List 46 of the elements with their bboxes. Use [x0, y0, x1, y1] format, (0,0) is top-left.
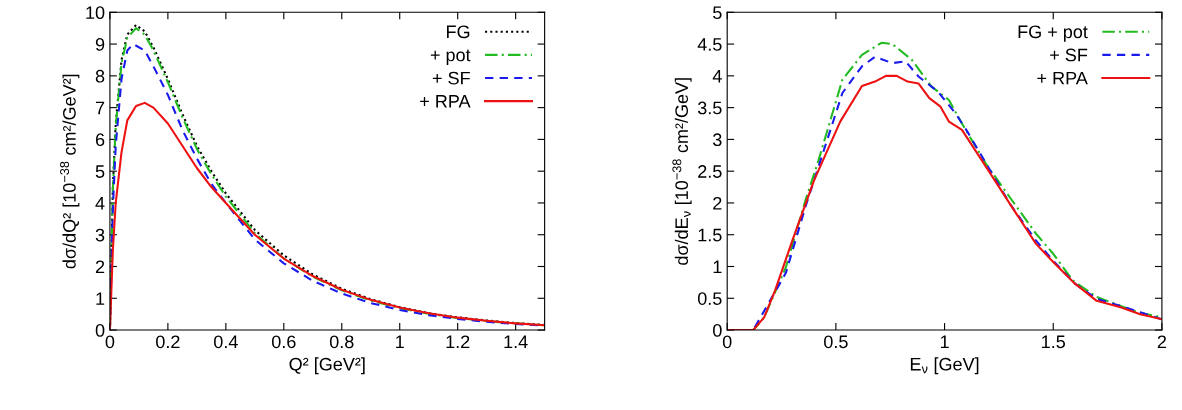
x-tick-label: 2	[1157, 335, 1167, 348]
y-tick-label: 2	[713, 196, 722, 210]
x-axis-title: E$_{ν}$ [GeV]	[910, 357, 979, 375]
legend-label: + SF	[432, 71, 470, 85]
y-tick-label: 2	[95, 260, 105, 274]
x-tick-label: 1.4	[504, 335, 528, 348]
x-tick-label: 0.5	[824, 335, 848, 349]
y-tick-label: 1.5	[698, 228, 722, 242]
x-tick-label: 0.2	[156, 335, 180, 349]
y-tick-label: 8	[95, 69, 105, 83]
x-tick-label: 0.6	[271, 335, 296, 349]
x-axis-title: Q² [GeV²]	[289, 357, 365, 375]
y-tick-label: 6	[95, 133, 105, 147]
legend-label: FG + pot	[1018, 25, 1088, 42]
x-tick-label: 1.5	[1042, 335, 1066, 349]
y-tick-label: 0	[95, 323, 105, 337]
x-tick-label: 0.4	[214, 335, 238, 349]
x-tick-label: 1	[940, 335, 949, 348]
legend-label: + pot	[430, 49, 471, 65]
y-tick-label: 10	[86, 6, 105, 20]
y-tick-label: 4	[712, 69, 722, 83]
y-tick-label: 3	[95, 228, 105, 242]
y-tick-label: 5	[713, 6, 722, 20]
legend-label: + RPA	[420, 95, 471, 108]
x-tick-label: 0	[722, 335, 732, 349]
y-tick-label: 4	[95, 197, 105, 210]
legend-label: + RPA	[1037, 71, 1088, 85]
y-tick-label: 2.5	[698, 165, 722, 178]
y-tick-label: 9	[95, 38, 105, 51]
y-axis-title: dσ/dQ² [10$^{−38}$ cm²/GeV²]	[60, 74, 80, 269]
legend-label: + SF	[1050, 48, 1088, 62]
y-tick-label: 4.5	[697, 38, 722, 51]
legend-label: FG	[447, 25, 470, 39]
y-tick-label: 0	[713, 323, 722, 337]
y-tick-label: 1	[713, 260, 722, 274]
x-tick-label: 0	[105, 335, 115, 349]
y-tick-label: 3	[712, 133, 722, 147]
y-tick-label: 1	[96, 292, 105, 305]
x-tick-label: 0.8	[329, 335, 354, 349]
y-tick-label: 7	[95, 101, 105, 115]
y-tick-label: 0.5	[697, 292, 722, 305]
x-tick-label: 1.2	[446, 335, 470, 348]
y-tick-label: 3.5	[697, 101, 722, 115]
x-tick-label: 1	[396, 335, 404, 348]
y-axis-title: dσ/dE$_{ν}$ [10$^{−38}$ cm²/GeV]	[672, 78, 692, 265]
y-tick-label: 5	[95, 165, 105, 178]
